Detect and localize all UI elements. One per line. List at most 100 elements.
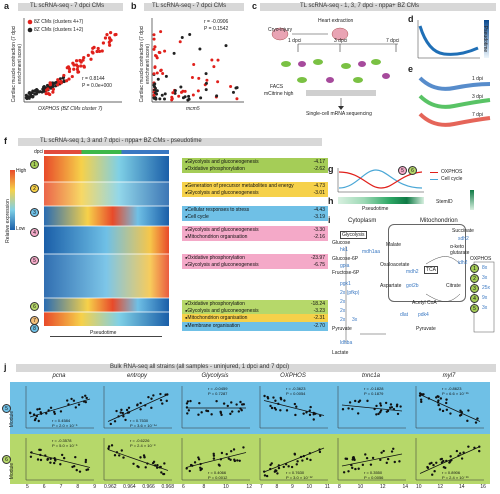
- scatter-point: [119, 411, 122, 414]
- scatter-point: [354, 399, 357, 403]
- scatter-point: [212, 452, 215, 456]
- j-correlation: r = 0.3550 P = 0.0056: [364, 470, 384, 480]
- scatter-point: [270, 462, 273, 465]
- scatter-point: [59, 463, 62, 466]
- scatter-point: [172, 51, 176, 55]
- j-scatter: [103, 438, 172, 481]
- scatter-point: [159, 30, 163, 34]
- go-score: -3.30: [313, 227, 325, 233]
- scatter-point: [103, 36, 108, 40]
- scatter-point: [205, 78, 209, 82]
- panel-j-title: Bulk RNA-seq all strains (all samples - …: [110, 364, 290, 370]
- scatter-point: [113, 454, 117, 457]
- panel-a-title: TL scRNA-seq - 7 dpci CMs: [30, 3, 105, 9]
- scatter-point: [476, 417, 479, 420]
- panel-g-oxphos: OXPHOS: [441, 169, 463, 175]
- scatter-point: [29, 411, 32, 415]
- panel-j-row5-band: [10, 382, 490, 434]
- scatter-point: [53, 461, 56, 465]
- scatter-point: [445, 398, 448, 401]
- scatter-point: [308, 409, 311, 412]
- panel-a-p: P = 0.0e+000: [82, 83, 112, 89]
- scatter-point: [375, 413, 378, 416]
- scatter-point: [125, 408, 129, 412]
- scatter-point: [239, 400, 242, 404]
- go-score: -3.23: [313, 307, 325, 314]
- panel-i-letter: i: [328, 215, 331, 225]
- i-asp: Aspartate: [380, 283, 402, 289]
- scatter-point: [36, 458, 40, 461]
- go-term: Glycolysis and gluconeogenesis: [185, 227, 258, 234]
- scatter-point: [229, 458, 232, 461]
- scatter-point: [65, 79, 69, 83]
- scatter-point: [71, 61, 75, 65]
- scatter-point: [198, 47, 202, 51]
- scatter-point: [72, 67, 76, 71]
- scatter-point: [49, 406, 53, 409]
- scatter-point: [235, 403, 238, 406]
- scatter-point: [153, 65, 157, 69]
- scatter-point: [444, 466, 447, 470]
- scatter-point: [153, 85, 157, 89]
- scatter-point: [449, 412, 452, 415]
- scatter-point: [366, 399, 369, 403]
- go-term: Mitochondrion organisation: [185, 234, 247, 241]
- scatter-point: [110, 444, 114, 447]
- scatter-point: [185, 402, 189, 405]
- scatter-point: [312, 418, 315, 421]
- scatter-point: [154, 97, 158, 101]
- scatter-point: [180, 90, 184, 94]
- scatter-point: [199, 466, 202, 469]
- panel-i-mito: Mitochondrion: [420, 218, 458, 224]
- scatter-point: [107, 40, 111, 44]
- i-g6p: Glucose-6P: [332, 256, 359, 262]
- scatter-point: [276, 472, 279, 475]
- scatter-point: [229, 84, 233, 88]
- scatter-point: [109, 31, 113, 35]
- go-score: -23.97: [310, 255, 325, 261]
- scatter-point: [274, 469, 277, 472]
- scatter-point: [361, 463, 365, 467]
- tick-label: 10: [357, 484, 364, 490]
- panel-d-letter: d: [408, 14, 414, 24]
- tick-label: 9: [291, 484, 294, 490]
- scatter-point: [197, 76, 201, 80]
- scatter-point: [90, 50, 94, 54]
- scatter-point: [204, 72, 208, 76]
- scatter-point: [305, 457, 309, 461]
- tick-label: 0.966: [142, 484, 155, 490]
- panel-j-letter: j: [4, 362, 7, 372]
- scatter-point: [159, 398, 163, 402]
- panel-c-title-bar: [260, 3, 496, 11]
- scatter-point: [200, 411, 203, 414]
- scatter-point: [74, 59, 79, 63]
- j-correlation: r = 0.4066 P = 0.0012: [208, 470, 228, 480]
- scatter-point: [179, 85, 183, 89]
- scatter-point: [351, 407, 354, 411]
- panel-g-cluster6: 6: [408, 166, 417, 175]
- j-correlation: r = -0.1828 P = 0.1879: [364, 386, 384, 396]
- scatter-point: [122, 415, 125, 418]
- panel-a-title-bar: [18, 3, 123, 11]
- f-cluster-marker: 2: [30, 184, 39, 193]
- panel-f-cb-high: High: [16, 168, 27, 174]
- i-ldhba: ldhba: [340, 340, 353, 346]
- scatter-point: [85, 396, 88, 400]
- scatter-point: [467, 445, 470, 448]
- i-2x-a: 2x: [340, 299, 346, 305]
- f-cluster-marker: 8: [30, 324, 39, 333]
- j-correlation: r = 0.4584 P = 2.0 × 10⁻⁵: [52, 418, 78, 428]
- scatter-point: [109, 422, 112, 426]
- scatter-point: [193, 461, 197, 464]
- scatter-point: [420, 400, 423, 404]
- j-gene-label: myl7: [442, 373, 456, 379]
- scatter-point: [212, 65, 216, 69]
- oxphos-complex-marker: 2: [470, 274, 479, 283]
- scatter-point: [78, 470, 82, 473]
- scatter-point: [380, 451, 383, 454]
- scatter-point: [155, 71, 159, 75]
- go-term: Membrane organisation: [185, 323, 240, 330]
- panel-f-cb-low: Low: [16, 226, 26, 232]
- tick-label: 10: [223, 484, 229, 490]
- panel-b-xlabel: mcm5: [186, 106, 200, 112]
